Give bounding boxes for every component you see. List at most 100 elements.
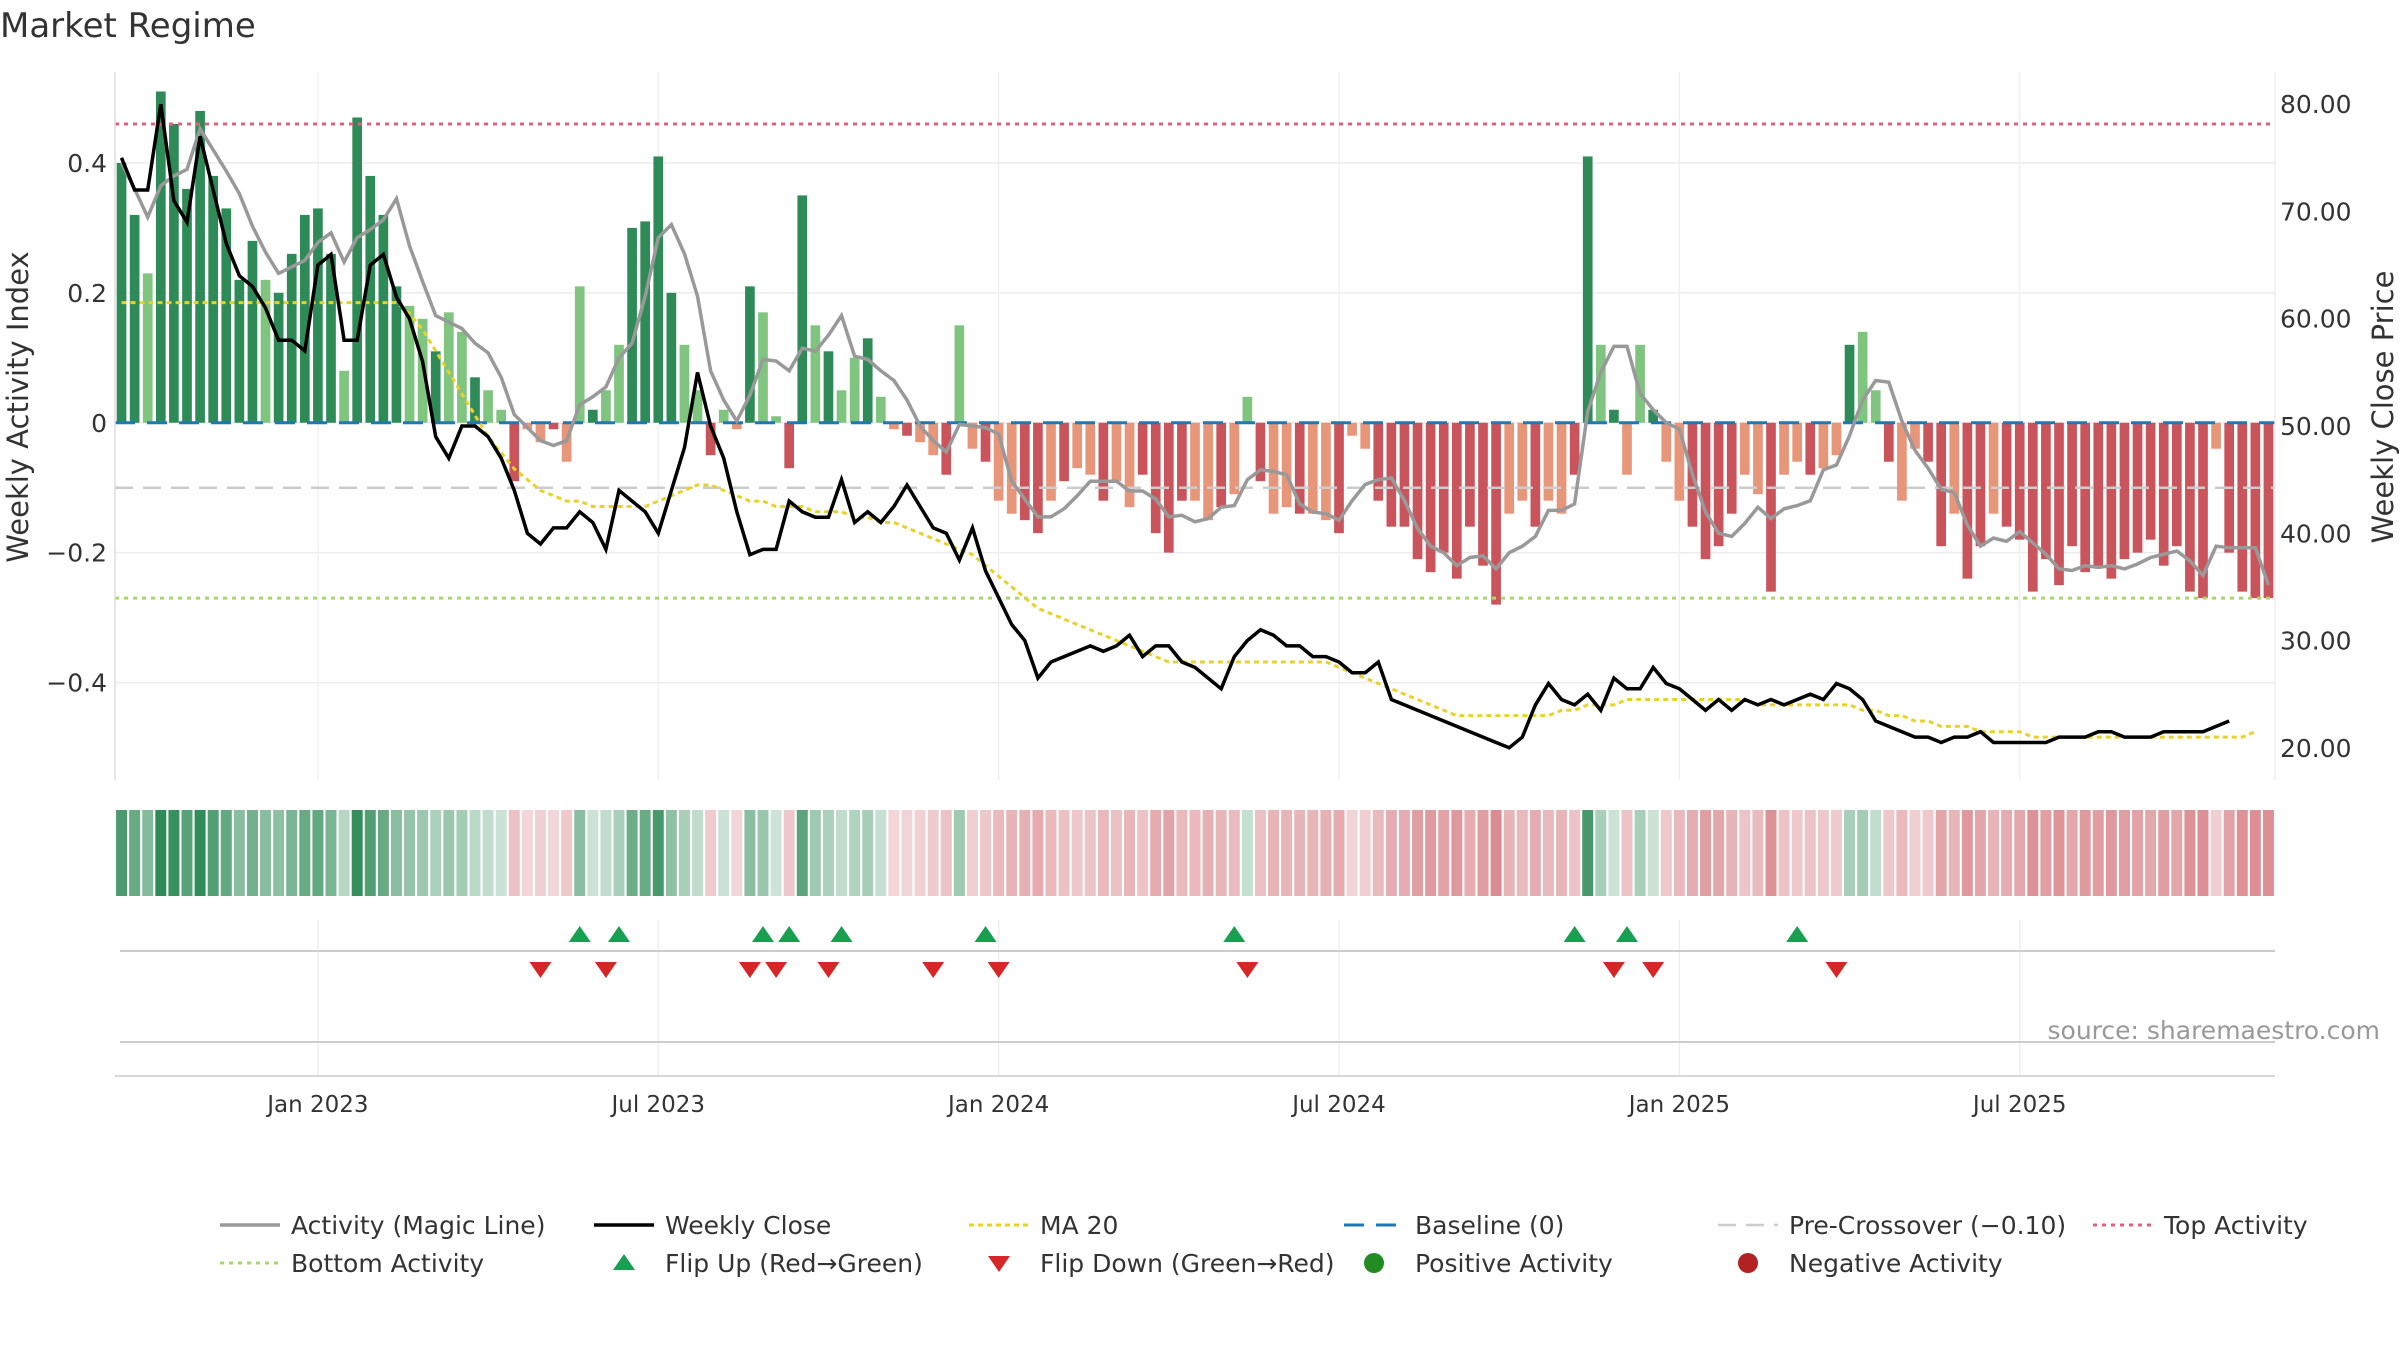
activity-bar — [548, 422, 559, 430]
regime-cell — [1176, 810, 1188, 896]
regime-cell — [299, 810, 311, 896]
activity-bar — [1373, 422, 1384, 501]
regime-cell — [1817, 810, 1829, 896]
flip-down-marker — [738, 962, 761, 978]
regime-cell — [1477, 810, 1489, 896]
regime-cell — [1202, 810, 1214, 896]
activity-bar — [2237, 422, 2248, 592]
regime-cell — [1791, 810, 1803, 896]
regime-cell — [338, 810, 350, 896]
regime-cell — [1071, 810, 1083, 896]
flip-up-marker — [1616, 926, 1638, 942]
regime-cell — [1542, 810, 1554, 896]
activity-bar — [1124, 422, 1135, 508]
activity-bar — [1910, 422, 1920, 449]
activity-bar — [1412, 422, 1423, 560]
y-axis-right-label: Weekly Close Price — [2366, 271, 2400, 544]
activity-bar — [1857, 331, 1868, 423]
flip-up-marker — [974, 926, 997, 942]
regime-cell — [1163, 810, 1175, 896]
activity-bar — [915, 422, 925, 443]
activity-bar — [1975, 422, 1986, 547]
x-tick-label: Jan 2023 — [265, 1092, 368, 1118]
activity-bar — [1569, 422, 1580, 475]
activity-bar — [731, 422, 742, 430]
regime-cell — [1333, 810, 1345, 896]
flip-down-marker — [1825, 962, 1848, 978]
y-left-tick-label: −0.4 — [46, 669, 107, 698]
activity-bar — [666, 292, 677, 423]
regime-cell — [927, 810, 939, 896]
regime-cell — [665, 810, 677, 896]
gridlines — [115, 72, 2275, 1075]
regime-cell — [1726, 810, 1738, 896]
activity-bar — [1150, 422, 1161, 534]
activity-bar — [1229, 422, 1240, 495]
activity-bar — [967, 422, 978, 449]
regime-cell — [1700, 810, 1712, 896]
legend-swatch — [988, 1256, 1010, 1272]
activity-bar — [692, 390, 703, 423]
activity-bar — [1530, 422, 1541, 527]
activity-bar — [247, 240, 258, 423]
activity-bar — [1622, 422, 1632, 475]
activity-bar — [2185, 422, 2195, 592]
regime-cell — [809, 810, 821, 896]
regime-cell — [2001, 810, 2013, 896]
regime-cell — [639, 810, 651, 896]
activity-bar — [2263, 422, 2274, 599]
legend-label: Activity (Magic Line) — [291, 1211, 545, 1240]
regime-cell — [1752, 810, 1764, 896]
activity-bar — [221, 208, 232, 423]
activity-bar — [1661, 422, 1672, 462]
regime-cell — [129, 810, 141, 896]
activity-bar — [1216, 422, 1227, 508]
x-tick-label: Jul 2024 — [1290, 1092, 1386, 1118]
activity-bar — [574, 286, 585, 423]
reference-lines — [115, 122, 2275, 600]
regime-cell — [168, 810, 180, 896]
regime-cell — [1765, 810, 1777, 896]
regime-cell — [1254, 810, 1266, 896]
regime-cell — [2079, 810, 2091, 896]
activity-bar — [2054, 422, 2064, 586]
regime-cell — [783, 810, 795, 896]
activity-bar — [679, 344, 690, 423]
activity-bar — [587, 409, 598, 423]
activity-bar — [1465, 422, 1475, 527]
activity-bar — [457, 331, 467, 423]
regime-cell — [770, 810, 782, 896]
regime-cell — [1150, 810, 1162, 896]
activity-bar — [849, 357, 860, 423]
regime-cell — [1032, 810, 1044, 896]
regime-cell — [613, 810, 625, 896]
activity-bar — [378, 214, 389, 423]
regime-cell — [796, 810, 808, 896]
activity-bar — [810, 325, 821, 423]
regime-cell — [862, 810, 874, 896]
regime-cell — [1673, 810, 1685, 896]
legend-swatch — [1364, 1253, 1384, 1273]
activity-bar — [1386, 422, 1397, 527]
regime-cell — [325, 810, 337, 896]
regime-cell — [1988, 810, 2000, 896]
regime-cell — [1804, 810, 1816, 896]
regime-cell — [574, 810, 586, 896]
activity-bar — [640, 221, 651, 423]
activity-bar — [404, 305, 415, 423]
source-label: source: sharemaestro.com — [2048, 1016, 2381, 1045]
activity-bar — [1726, 422, 1737, 514]
regime-cell — [2145, 810, 2157, 896]
activity-bar — [1137, 422, 1148, 475]
regime-cell — [1647, 810, 1659, 896]
activity-bar — [980, 422, 991, 462]
regime-cell — [888, 810, 900, 896]
regime-cell — [718, 810, 730, 896]
axes: 0.4 0.2 0 −0.2 −0.4 80.00 70.00 60.00 50.00 40.00… — [46, 72, 2352, 1118]
regime-cell — [1412, 810, 1424, 896]
regime-cell — [2197, 810, 2209, 896]
regime-cell — [2014, 810, 2026, 896]
regime-cell — [364, 810, 376, 896]
regime-cell — [822, 810, 834, 896]
activity-bar — [116, 162, 127, 423]
